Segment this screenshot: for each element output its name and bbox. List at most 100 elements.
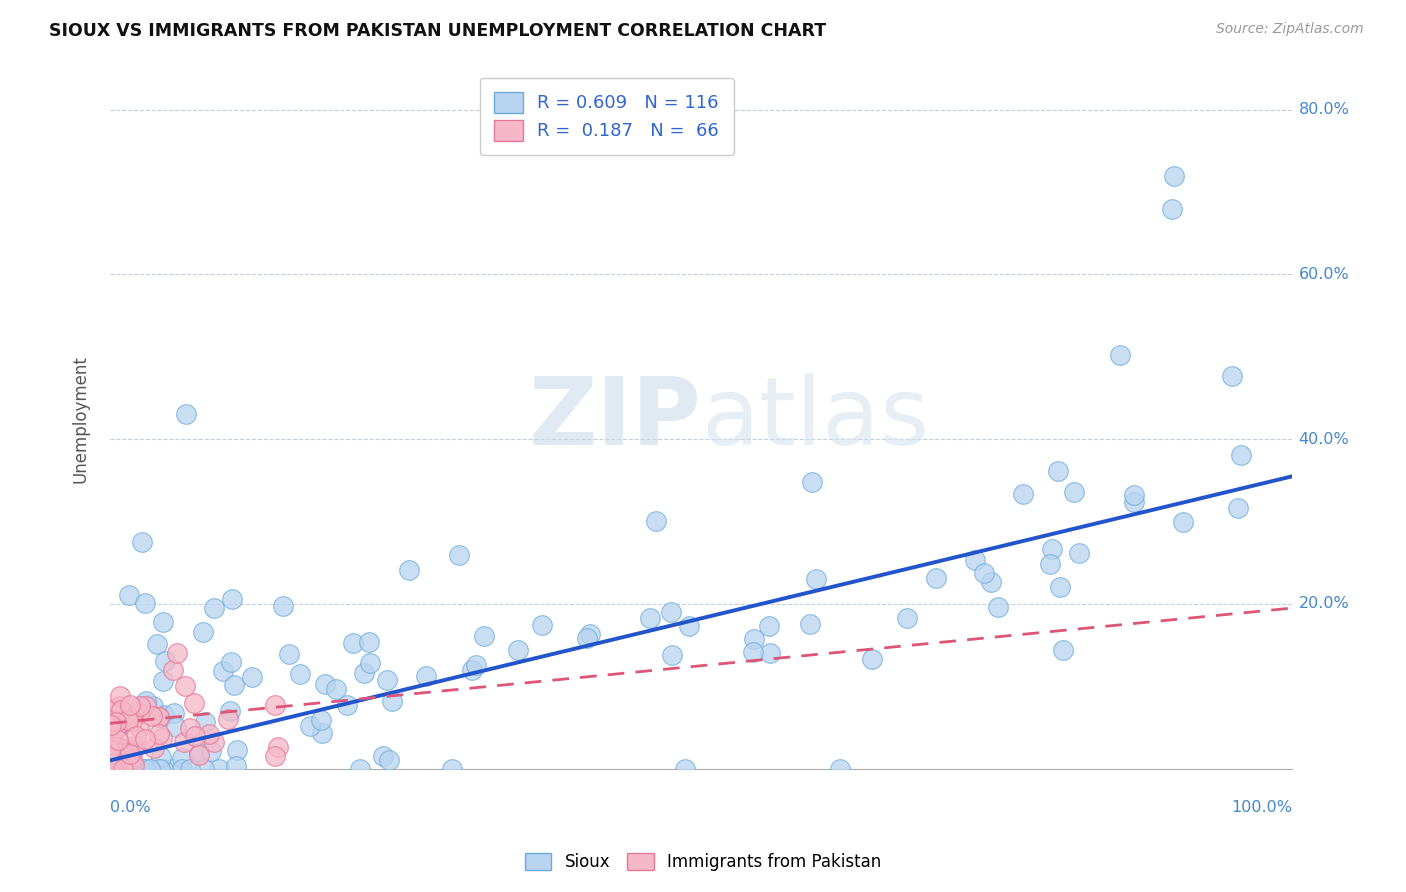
Point (100, 731, 122, 746)
Point (208, 762, 231, 776)
Point (472, 628, 495, 642)
Point (441, 762, 464, 776)
Point (1012, 486, 1035, 500)
Point (105, 720, 128, 734)
Point (212, 665, 235, 679)
Point (264, 698, 287, 713)
Point (149, 762, 172, 776)
Point (174, 679, 197, 693)
Point (828, 762, 851, 776)
Point (336, 698, 359, 713)
Point (578, 627, 600, 641)
Point (100, 742, 122, 756)
Point (110, 689, 132, 703)
Point (146, 762, 169, 776)
Point (104, 722, 127, 736)
Point (121, 752, 143, 766)
Point (759, 646, 782, 660)
Point (1163, 169, 1185, 183)
Point (659, 605, 682, 619)
Point (193, 762, 215, 776)
Point (973, 566, 995, 581)
Point (188, 747, 211, 761)
Point (131, 534, 153, 549)
Point (742, 645, 765, 659)
Point (415, 668, 437, 682)
Point (122, 739, 145, 753)
Point (170, 751, 193, 765)
Point (103, 742, 125, 756)
Point (152, 615, 174, 629)
Point (150, 731, 173, 745)
Point (153, 708, 176, 723)
Point (118, 747, 141, 762)
Point (148, 710, 170, 724)
Point (148, 709, 170, 723)
Point (342, 636, 364, 650)
Point (104, 719, 127, 733)
Point (980, 575, 1002, 590)
Point (1063, 484, 1085, 499)
Point (219, 704, 242, 718)
Point (98, 743, 121, 757)
Point (661, 648, 683, 662)
Point (135, 699, 157, 714)
Point (678, 618, 700, 632)
Point (150, 762, 173, 776)
Point (183, 696, 205, 710)
Point (112, 762, 135, 776)
Point (117, 713, 139, 727)
Point (107, 752, 129, 766)
Text: Source: ZipAtlas.com: Source: ZipAtlas.com (1216, 22, 1364, 37)
Point (1122, 488, 1144, 502)
Point (222, 678, 245, 692)
Point (110, 703, 132, 717)
Point (107, 755, 129, 769)
Point (221, 592, 243, 607)
Point (120, 698, 142, 713)
Point (128, 720, 150, 734)
Point (124, 741, 146, 756)
Point (162, 663, 184, 677)
Point (240, 670, 263, 684)
Point (179, 762, 201, 776)
Text: 80.0%: 80.0% (1298, 103, 1350, 117)
Point (644, 514, 666, 528)
Point (128, 706, 150, 721)
Point (100, 756, 122, 770)
Point (107, 739, 129, 754)
Point (202, 601, 225, 615)
Point (1230, 448, 1253, 462)
Point (349, 762, 371, 776)
Point (1052, 643, 1074, 657)
Point (576, 632, 599, 646)
Point (353, 666, 375, 681)
Point (673, 762, 696, 776)
Legend: Sioux, Immigrants from Pakistan: Sioux, Immigrants from Pakistan (516, 845, 890, 880)
Point (138, 762, 160, 776)
Point (378, 753, 401, 767)
Point (197, 727, 219, 741)
Point (314, 677, 336, 691)
Point (1039, 557, 1062, 571)
Point (173, 735, 195, 749)
Point (103, 725, 125, 739)
Point (111, 716, 134, 731)
Point (107, 698, 129, 713)
Point (100, 718, 122, 732)
Point (153, 654, 176, 668)
Point (359, 656, 381, 670)
Point (1161, 202, 1184, 216)
Point (121, 714, 143, 728)
Point (129, 698, 152, 713)
Point (221, 655, 243, 669)
Point (530, 618, 553, 632)
Point (1040, 541, 1063, 556)
Point (461, 663, 484, 677)
Point (325, 681, 347, 696)
Point (1046, 464, 1069, 478)
Point (163, 706, 186, 720)
Text: 100.0%: 100.0% (1232, 800, 1292, 815)
Point (143, 741, 166, 756)
Point (100, 736, 122, 750)
